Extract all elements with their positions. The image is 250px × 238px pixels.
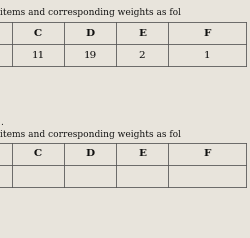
Text: F: F xyxy=(203,149,211,159)
Text: items and corresponding weights as fol: items and corresponding weights as fol xyxy=(0,130,181,139)
Text: F: F xyxy=(203,29,211,38)
Text: .: . xyxy=(0,118,3,127)
Text: 2: 2 xyxy=(139,50,145,60)
Text: 19: 19 xyxy=(84,50,96,60)
Text: C: C xyxy=(34,149,42,159)
Text: D: D xyxy=(86,149,94,159)
Text: E: E xyxy=(138,29,146,38)
Text: D: D xyxy=(86,29,94,38)
Text: items and corresponding weights as fol: items and corresponding weights as fol xyxy=(0,8,181,17)
Text: C: C xyxy=(34,29,42,38)
Text: 1: 1 xyxy=(204,50,210,60)
Text: 11: 11 xyxy=(32,50,44,60)
Text: E: E xyxy=(138,149,146,159)
